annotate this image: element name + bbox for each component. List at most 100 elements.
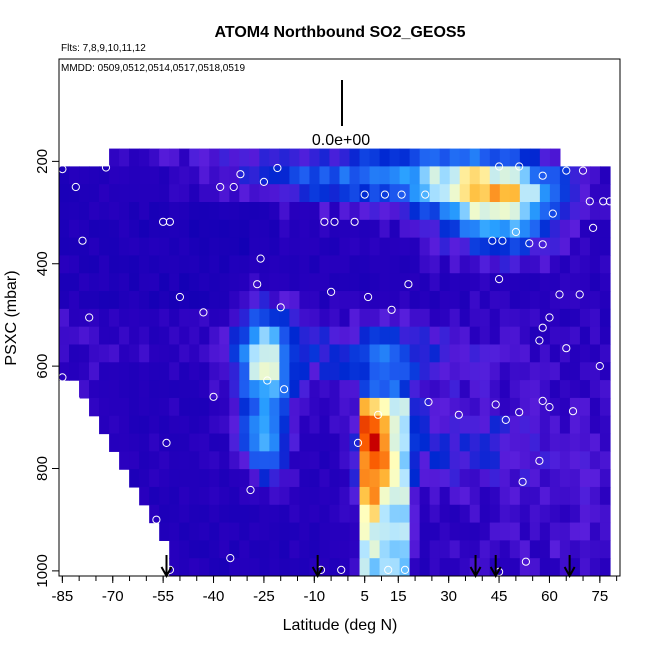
heat-cell [319, 451, 331, 470]
heat-cell [169, 184, 180, 203]
heat-cell [439, 397, 451, 417]
heat-cell [579, 291, 591, 310]
heat-cell [319, 308, 331, 328]
heat-cell [469, 486, 481, 506]
heat-cell [539, 344, 551, 363]
heat-cell [69, 362, 80, 381]
obs-point [380, 190, 389, 199]
heat-cell [279, 166, 291, 185]
heat-cell [429, 504, 441, 524]
heat-cell [369, 184, 381, 203]
heat-cell [439, 326, 451, 346]
heat-cell [359, 326, 371, 346]
heat-cell [309, 326, 321, 346]
heat-cell [439, 308, 451, 328]
heat-cell [549, 273, 561, 292]
heat-cell [569, 237, 581, 257]
heat-cell [439, 540, 451, 559]
heat-cell [399, 362, 411, 381]
heat-cell [389, 202, 401, 221]
heat-cell [179, 308, 190, 328]
heat-cell [279, 415, 291, 435]
heat-cell [219, 219, 230, 239]
heat-cell [209, 326, 220, 346]
heat-cell [259, 540, 270, 559]
heat-cell [449, 380, 461, 399]
heat-cell [519, 540, 531, 559]
heat-cell [189, 273, 200, 292]
heat-cell [119, 433, 130, 452]
heat-cell [539, 469, 551, 488]
heat-cell [79, 273, 90, 292]
heat-cell [549, 291, 561, 310]
heat-cell [179, 415, 190, 435]
heat-cell [419, 202, 431, 221]
heat-cell [319, 166, 331, 185]
x-tick-label: 60 [541, 588, 558, 605]
heat-cell [479, 540, 491, 559]
heat-cell [389, 148, 401, 167]
heat-cell [449, 237, 461, 257]
heat-cell [149, 237, 160, 257]
heat-cell [599, 326, 611, 346]
heat-cell [129, 237, 140, 257]
heat-cell [69, 184, 80, 203]
heat-cell [249, 273, 260, 292]
heat-cell [309, 451, 321, 470]
heat-cell [429, 326, 441, 346]
obs-point [320, 217, 329, 226]
heat-cell [199, 540, 210, 559]
heat-cell [369, 326, 381, 346]
heat-cell [429, 273, 441, 292]
heat-cell [359, 237, 371, 257]
heat-cell [269, 397, 280, 417]
heat-cell [269, 255, 280, 274]
heat-cell [149, 451, 160, 470]
heat-cell [269, 166, 280, 185]
heat-cell [339, 184, 351, 203]
heat-cell [139, 469, 150, 488]
heat-cell [589, 202, 601, 221]
heat-cell [189, 308, 200, 328]
heat-cell [219, 255, 230, 274]
heat-cell [589, 237, 601, 257]
heat-cell [529, 344, 541, 363]
heat-cell [519, 380, 531, 399]
heat-cell [439, 291, 451, 310]
heat-cell [339, 344, 351, 363]
heat-cell [329, 148, 341, 167]
obs-point [209, 392, 218, 401]
heat-cell [359, 433, 371, 452]
heat-cell [119, 308, 130, 328]
heat-cell [369, 362, 381, 381]
heat-cell [379, 451, 391, 470]
obs-point [199, 308, 208, 317]
heat-cell [479, 415, 491, 435]
heat-cell [389, 486, 401, 506]
heat-cell [319, 558, 331, 576]
heat-cell [449, 451, 461, 470]
heat-cell [499, 148, 511, 167]
obs-point [535, 336, 544, 345]
heat-cell [459, 184, 471, 203]
heat-cell [359, 255, 371, 274]
heat-cell [189, 504, 200, 524]
heat-cell [129, 433, 140, 452]
heat-cell [599, 415, 611, 435]
heat-cell [89, 237, 100, 257]
heat-cell [259, 237, 270, 257]
heat-cell [589, 380, 601, 399]
heat-cell [579, 433, 591, 452]
heat-cell [59, 326, 70, 346]
heat-cell [569, 380, 581, 399]
heat-cell [419, 184, 431, 203]
heat-cell [439, 415, 451, 435]
heat-cell [169, 486, 180, 506]
heat-cell [99, 397, 110, 417]
heat-cell [309, 486, 321, 506]
heat-cell [379, 202, 391, 221]
heat-cell [239, 558, 250, 576]
heat-cell [569, 255, 581, 274]
heat-cell [89, 308, 100, 328]
heat-cell [439, 433, 451, 452]
